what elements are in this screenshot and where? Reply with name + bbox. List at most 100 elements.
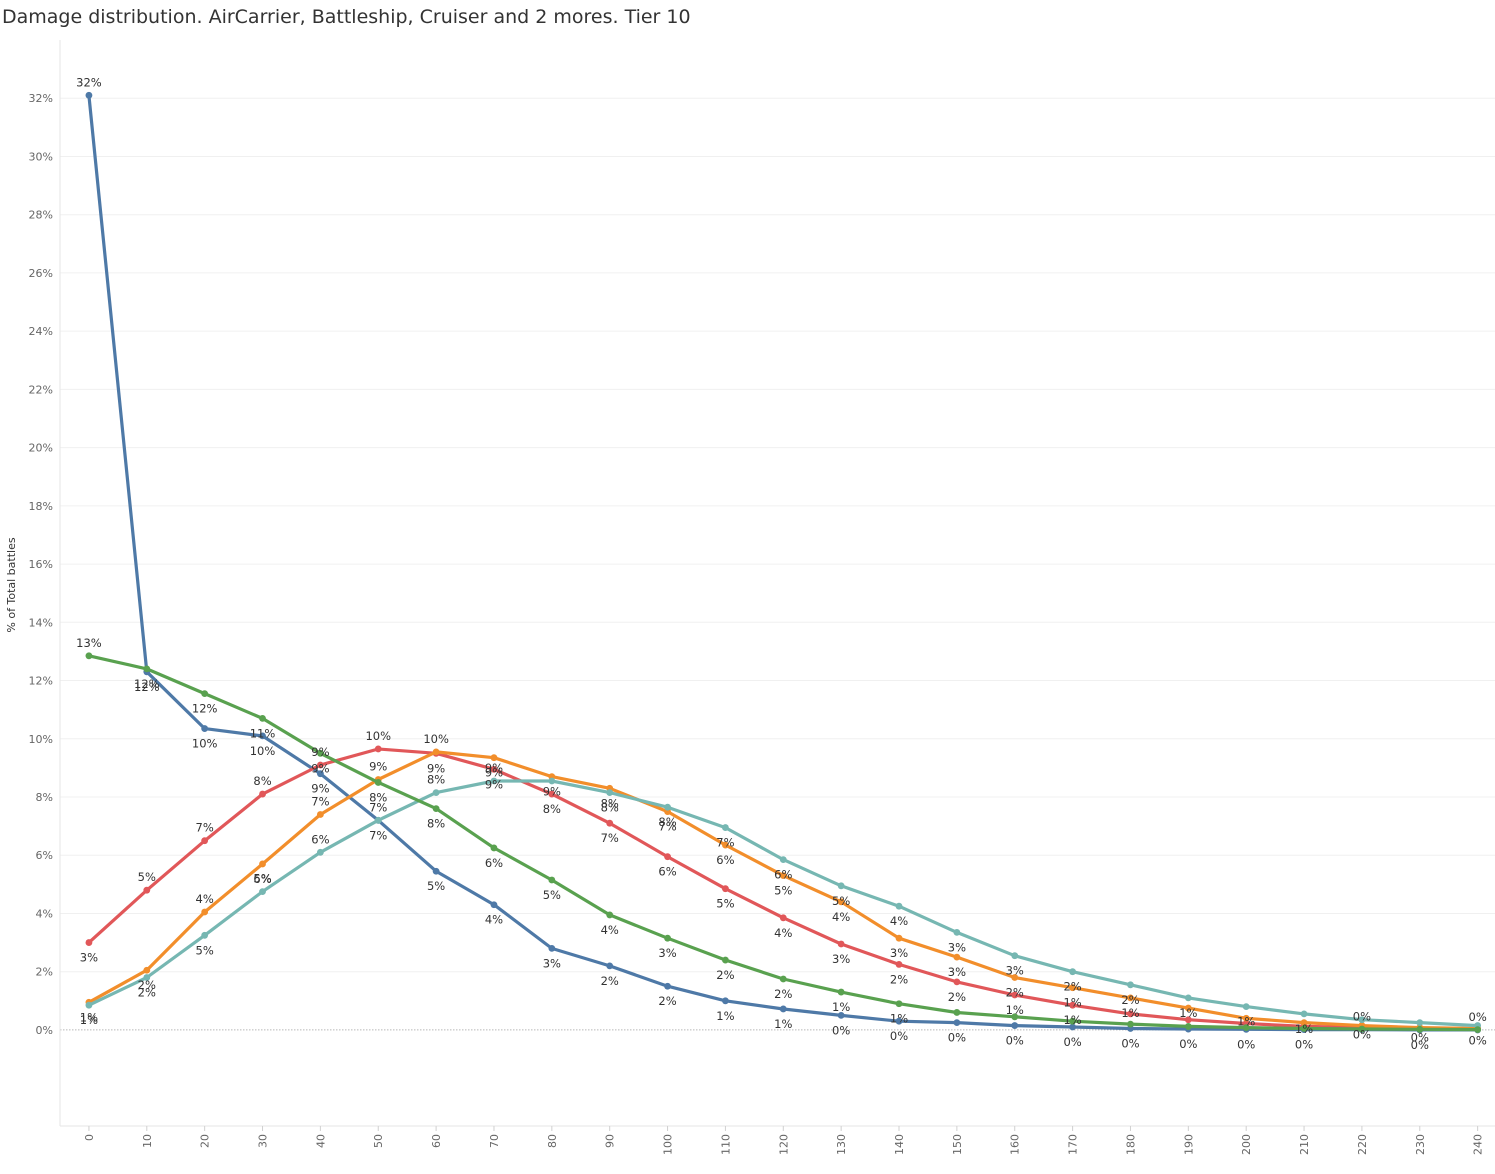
data-point [316, 749, 324, 757]
data-point [432, 789, 440, 797]
data-label: 3% [890, 946, 908, 960]
x-tick-label: 60 [430, 1134, 443, 1148]
y-tick-label: 32% [29, 92, 53, 105]
data-point [1011, 952, 1019, 960]
data-point [548, 876, 556, 884]
data-point [490, 844, 498, 852]
data-label: 9% [369, 760, 387, 774]
data-point [722, 956, 729, 964]
data-label: 4% [832, 910, 850, 924]
y-tick-label: 20% [29, 442, 53, 455]
data-point [259, 714, 266, 722]
data-label: 8% [427, 817, 445, 831]
data-label: 8% [658, 815, 676, 829]
x-tick-label: 100 [662, 1134, 675, 1155]
data-label: 1% [80, 1010, 98, 1024]
data-label: 1% [1063, 996, 1081, 1010]
data-label: 10% [192, 737, 218, 751]
y-tick-label: 12% [29, 675, 53, 688]
data-point [259, 888, 266, 896]
data-point [837, 988, 845, 996]
data-label: 3% [80, 951, 98, 965]
data-label: 0% [1353, 1028, 1371, 1042]
data-label: 1% [1063, 1013, 1081, 1027]
data-point [664, 803, 671, 811]
data-point [201, 725, 209, 732]
data-point [259, 790, 266, 798]
data-point [895, 934, 903, 942]
data-label: 2% [138, 986, 156, 1000]
data-label: 0% [1063, 1035, 1081, 1049]
data-label: 7% [196, 821, 214, 835]
data-label: 1% [1237, 1015, 1255, 1029]
y-tick-label: 16% [29, 558, 53, 571]
y-tick-label: 10% [29, 733, 53, 746]
x-tick-label: 90 [604, 1134, 617, 1148]
chart-title: Damage distribution. AirCarrier, Battles… [2, 6, 691, 28]
data-label: 0% [1006, 1034, 1024, 1048]
data-label: 9% [485, 761, 503, 775]
data-label: 7% [311, 794, 329, 808]
data-point [1184, 1023, 1192, 1030]
data-point [316, 811, 324, 818]
data-label: 3% [658, 946, 676, 960]
data-point [201, 931, 209, 939]
data-label: 0% [1411, 1038, 1429, 1052]
data-point [953, 1019, 961, 1027]
data-label: 8% [427, 773, 445, 787]
data-point [548, 790, 556, 798]
data-point [1127, 994, 1134, 1002]
data-point [1474, 1026, 1482, 1034]
data-point [1069, 968, 1077, 976]
data-label: 0% [890, 1029, 908, 1043]
data-point [143, 886, 151, 894]
data-label: 5% [196, 943, 214, 957]
data-point [432, 748, 440, 756]
data-label: 7% [658, 820, 676, 834]
data-point [837, 898, 845, 906]
x-tick-label: 110 [719, 1134, 732, 1155]
data-point [895, 902, 903, 910]
data-point [664, 853, 671, 861]
data-labels: 32%12%10%10%9%7%5%4%3%2%2%1%1% 0% 0% 0% 0% 0%… [76, 75, 1487, 1052]
data-point [1358, 1025, 1366, 1033]
data-label: 6% [658, 865, 676, 879]
data-point [895, 1000, 903, 1008]
data-point [1069, 1001, 1077, 1009]
data-label: 2% [1063, 980, 1081, 994]
data-point [895, 961, 903, 968]
data-label: 9% [311, 761, 329, 775]
data-label: 9% [485, 777, 503, 791]
data-point [1011, 1013, 1019, 1021]
x-tick-label: 120 [777, 1134, 790, 1155]
data-label: 1% [774, 1017, 792, 1031]
data-label: 8% [601, 796, 619, 810]
data-point [1300, 1025, 1308, 1032]
data-point [201, 908, 209, 916]
data-label: 9% [485, 766, 503, 780]
x-tick-label: 150 [951, 1134, 964, 1155]
data-label: 5% [253, 872, 271, 886]
x-tick-label: 170 [1067, 1134, 1080, 1155]
data-point [316, 848, 324, 856]
data-label: 2% [890, 972, 908, 986]
data-label: 1% [716, 1009, 734, 1023]
data-label: 5% [774, 884, 792, 898]
data-label: 1% [1121, 1006, 1139, 1020]
data-label: 8% [601, 801, 619, 815]
data-label: 10% [365, 729, 391, 743]
data-point [779, 856, 787, 863]
data-label: 3% [948, 965, 966, 979]
data-point [722, 841, 729, 849]
data-point [85, 91, 93, 99]
y-tick-label: 4% [36, 907, 53, 920]
x-tick-label: 130 [835, 1134, 848, 1155]
data-point [316, 770, 324, 778]
x-tick-label: 160 [1009, 1134, 1022, 1155]
data-label: 6% [485, 856, 503, 870]
data-point [1358, 1016, 1366, 1024]
data-label: 4% [890, 914, 908, 928]
data-point [1127, 1020, 1134, 1028]
data-point [1242, 1014, 1250, 1022]
data-point [606, 962, 614, 970]
